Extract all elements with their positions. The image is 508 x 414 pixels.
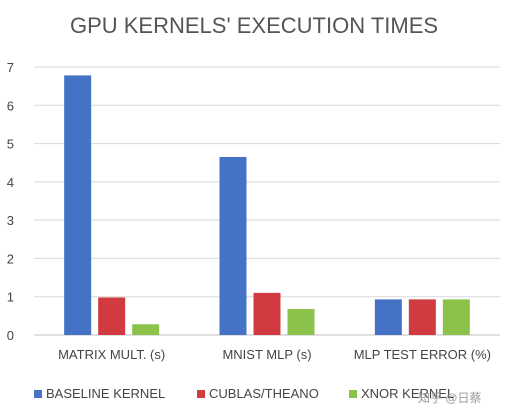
gridlines — [34, 66, 500, 336]
bar-3-3 — [442, 299, 470, 335]
bar-1-2 — [219, 156, 247, 335]
x-category-label: MATRIX MULT. (s) — [58, 347, 165, 362]
legend: BASELINE KERNEL CUBLAS/THEANO XNOR KERNEL — [34, 386, 454, 401]
legend-label: BASELINE KERNEL — [46, 386, 165, 401]
legend-swatch — [349, 390, 357, 398]
bar-2-3 — [408, 299, 436, 335]
watermark: 知乎 @日蔡 — [418, 391, 482, 405]
legend-swatch — [197, 390, 205, 398]
legend-label: XNOR KERNEL — [361, 386, 454, 401]
legend-label: CUBLAS/THEANO — [209, 386, 319, 401]
bars — [64, 75, 470, 336]
y-tick-label: 3 — [7, 213, 14, 228]
y-axis-ticks: 0 1 2 3 4 5 6 7 — [7, 60, 14, 343]
y-tick-label: 0 — [7, 328, 14, 343]
x-axis-categories: MATRIX MULT. (s) MNIST MLP (s) MLP TEST ER… — [58, 347, 491, 362]
bar-3-2 — [287, 308, 315, 335]
bar-2-2 — [253, 292, 281, 335]
x-category-label: MLP TEST ERROR (%) — [354, 347, 491, 362]
y-tick-label: 7 — [7, 60, 14, 75]
y-tick-label: 6 — [7, 98, 14, 113]
bar-1-3 — [374, 299, 402, 335]
bar-2-1 — [98, 297, 126, 335]
y-tick-label: 5 — [7, 137, 14, 152]
y-tick-label: 1 — [7, 290, 14, 305]
y-tick-label: 2 — [7, 251, 14, 266]
y-tick-label: 4 — [7, 175, 14, 190]
legend-swatch — [34, 390, 42, 398]
bar-3-1 — [132, 324, 160, 335]
chart-title: GPU KERNELS' EXECUTION TIMES — [70, 13, 438, 38]
x-category-label: MNIST MLP (s) — [222, 347, 311, 362]
bar-1-1 — [64, 75, 92, 336]
